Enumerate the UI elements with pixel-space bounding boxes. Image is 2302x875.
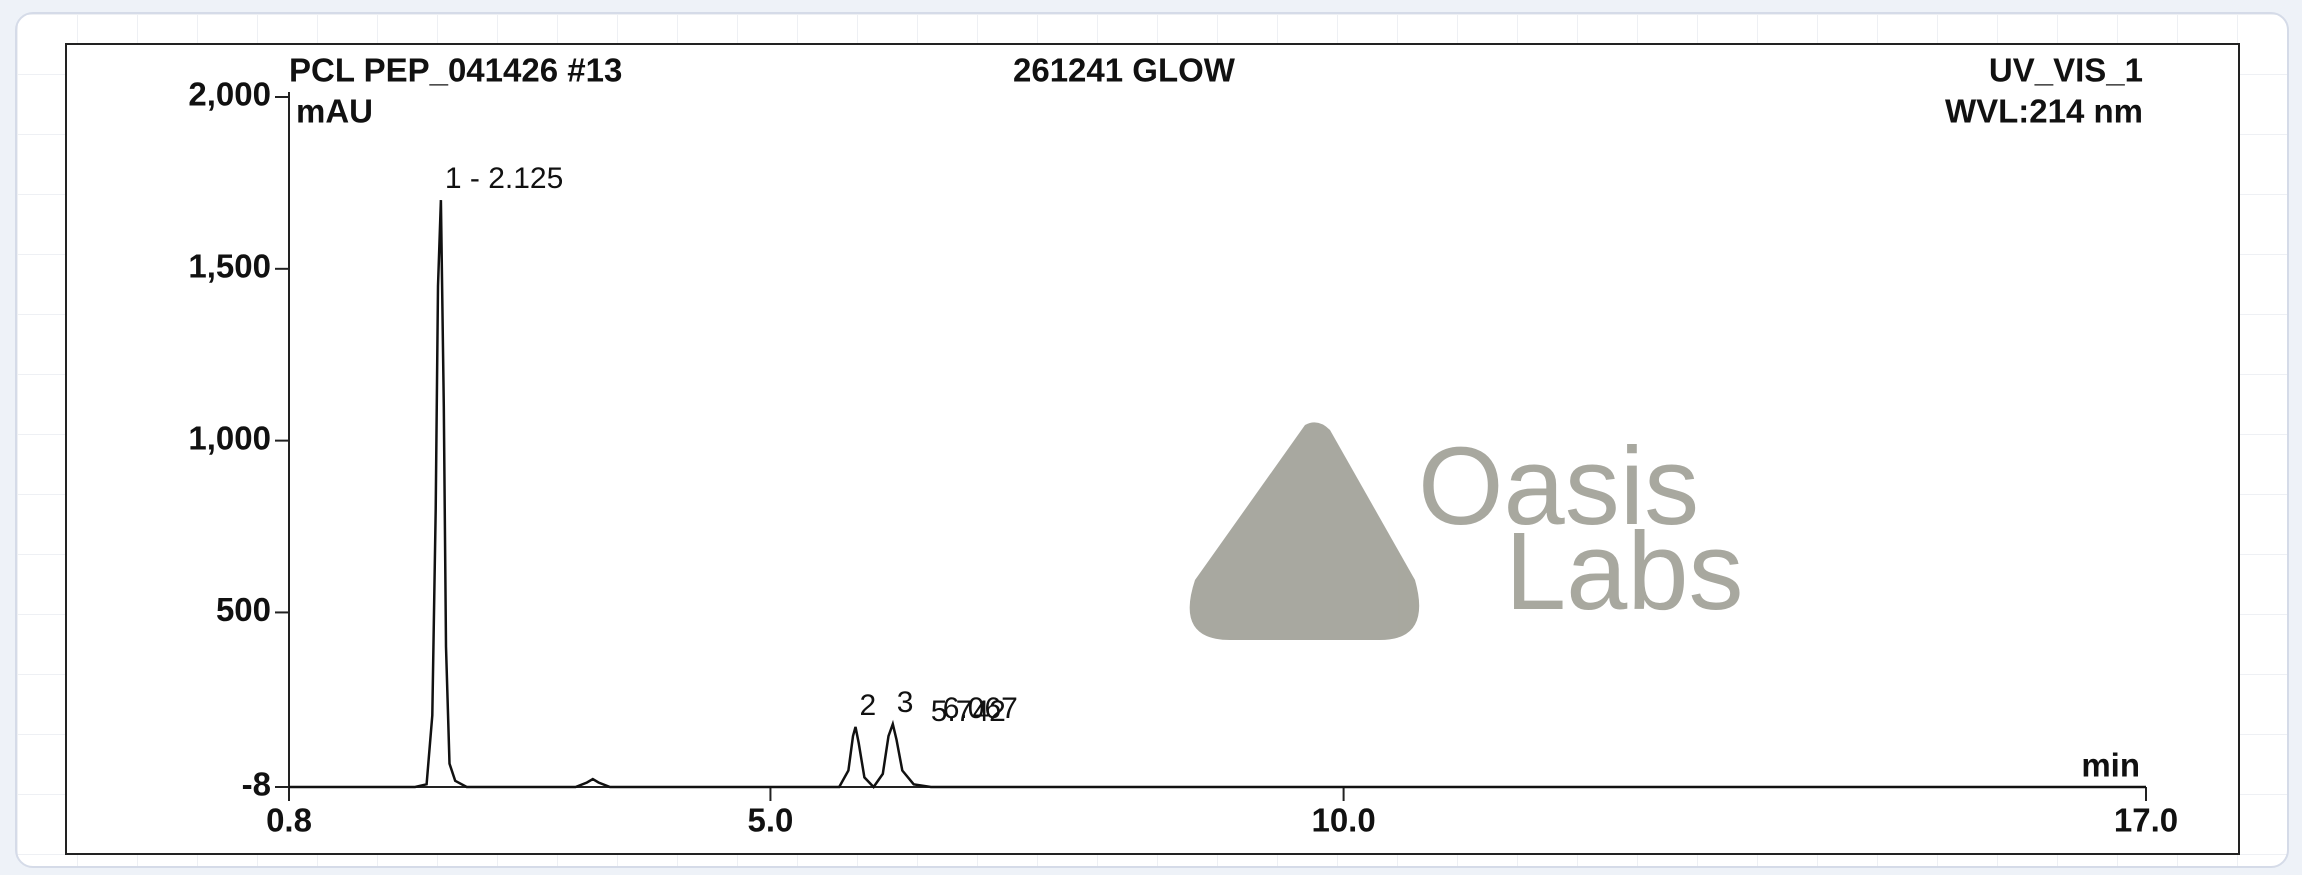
y-axis-label: mAU [296, 93, 373, 130]
frame [65, 43, 2240, 855]
watermark-logo [1189, 422, 1420, 640]
peak-label: 3 [897, 686, 914, 719]
watermark: Oasis Labs [1189, 422, 1744, 640]
wavelength: WVL:214 nm [1945, 93, 2143, 130]
x-tick-label: 5.0 [748, 802, 794, 839]
y-tick-label: 500 [216, 591, 271, 628]
channel: UV_VIS_1 [1989, 52, 2143, 89]
watermark-text: Oasis [1418, 425, 1699, 548]
chart-title: PCL PEP_041426 #13 [289, 52, 622, 89]
y-tick-label: 1,000 [188, 419, 271, 456]
x-tick-label: 17.0 [2114, 802, 2178, 839]
peak-time: 6.067 [943, 692, 1018, 725]
peak-label: 2 [859, 689, 876, 722]
x-axis-label: min [2081, 747, 2140, 784]
trace [289, 200, 2146, 789]
x-tick-label: 0.8 [266, 802, 312, 839]
y-tick-label: 1,500 [188, 248, 271, 285]
y-tick-label: -8 [242, 766, 271, 803]
peak-time: 5.742 [931, 695, 1006, 728]
peak-label: 1 - 2.125 [445, 162, 563, 195]
y-tick-label: 2,000 [188, 76, 271, 113]
subtitle: 261241 GLOW [1013, 52, 1236, 89]
x-tick-label: 10.0 [1311, 802, 1375, 839]
watermark-text: Labs [1505, 510, 1744, 633]
